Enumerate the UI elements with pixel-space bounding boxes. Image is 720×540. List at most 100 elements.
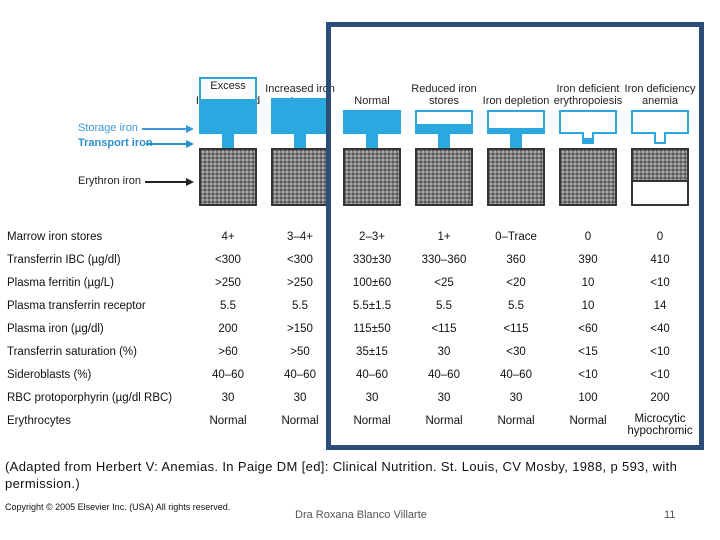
storage-iron-label: Storage iron <box>78 122 138 134</box>
table-cell: Normal <box>281 415 319 427</box>
table-cell: 5.5 <box>292 300 308 312</box>
table-cell: 115±50 <box>353 323 391 335</box>
table-cell: <25 <box>434 277 454 289</box>
storage-iron-box <box>415 110 473 134</box>
table-cell: 0 <box>656 231 664 243</box>
storage-iron-box <box>343 110 401 134</box>
transport-iron-stem <box>654 132 666 144</box>
erythron-iron-block <box>631 148 689 206</box>
erythron-iron-label: Erythron iron <box>78 175 141 187</box>
table-cell: Normal <box>497 415 535 427</box>
table-cell: 1+ <box>437 231 451 243</box>
table-cell: <115 <box>503 323 529 335</box>
column-label: Reduced iron stores <box>411 83 477 107</box>
table-cell: 10 <box>581 300 595 312</box>
row-label: Sideroblasts (%) <box>7 369 92 381</box>
table-cell: 30 <box>509 392 523 404</box>
copyright-notice: Copyright © 2005 Elsevier Inc. (USA) All… <box>5 502 231 512</box>
transport-iron-stem <box>366 134 378 148</box>
column-label: Normal <box>354 95 390 107</box>
transport-iron-arrow <box>146 143 187 145</box>
transport-iron-stem <box>438 134 450 148</box>
table-cell: >250 <box>215 277 241 289</box>
table-cell: >250 <box>287 277 313 289</box>
row-label: Transferrin IBC (µg/dl) <box>7 254 121 266</box>
table-cell: 30 <box>365 392 379 404</box>
table-cell: 0 <box>584 231 592 243</box>
table-cell: 200 <box>218 323 238 335</box>
table-cell: 40–60 <box>284 369 316 381</box>
table-cell: <15 <box>578 346 598 358</box>
storage-iron-arrowhead <box>186 125 194 133</box>
table-cell: <10 <box>650 369 670 381</box>
column-label: Iron deficient erythropoiesis <box>553 83 623 107</box>
table-cell: <300 <box>287 254 313 266</box>
table-cell: 330–360 <box>421 254 467 266</box>
table-cell: <60 <box>578 323 598 335</box>
table-cell: <30 <box>506 346 526 358</box>
row-label: Plasma iron (µg/dl) <box>7 323 104 335</box>
table-cell: 200 <box>650 392 670 404</box>
row-label: Marrow iron stores <box>7 231 103 243</box>
transport-iron-fill <box>584 137 592 142</box>
table-cell: 5.5 <box>436 300 452 312</box>
row-label: RBC protoporphyrin (µg/dl RBC) <box>7 392 173 404</box>
table-cell: 30 <box>293 392 307 404</box>
transport-iron-arrowhead <box>186 140 194 148</box>
table-cell: 40–60 <box>500 369 532 381</box>
erythron-iron-arrow <box>145 181 187 183</box>
table-cell: 5.5 <box>508 300 524 312</box>
table-cell: 3–4+ <box>287 231 313 243</box>
footer-author: Dra Roxana Blanco Villarte <box>295 509 427 521</box>
table-cell: Normal <box>209 415 247 427</box>
column-label: Iron depletion <box>482 95 550 107</box>
erythron-iron-arrowhead <box>186 178 194 186</box>
erythron-iron-block <box>199 148 257 206</box>
transport-iron-stem <box>294 134 306 148</box>
table-cell: 30 <box>437 346 451 358</box>
storage-iron-box: Excess <box>199 77 257 134</box>
table-cell: 40–60 <box>428 369 460 381</box>
table-cell: Normal <box>353 415 391 427</box>
table-cell: 0–Trace <box>495 231 537 243</box>
table-cell: Normal <box>569 415 607 427</box>
erythron-iron-block <box>487 148 545 206</box>
table-cell: 360 <box>506 254 526 266</box>
erythron-iron-block <box>271 148 329 206</box>
storage-iron-box <box>271 98 329 134</box>
storage-iron-arrow <box>142 128 187 130</box>
table-cell: 5.5 <box>220 300 236 312</box>
table-cell: <20 <box>506 277 526 289</box>
highlight-frame <box>326 22 704 450</box>
column-label: Iron deficiency anemia <box>624 83 696 107</box>
table-cell: 390 <box>578 254 598 266</box>
storage-box-text: Excess <box>210 80 246 92</box>
table-cell: 100 <box>578 392 598 404</box>
table-cell: Microcytic hypochromic <box>627 413 693 437</box>
storage-iron-fill <box>417 124 471 132</box>
table-cell: 10 <box>581 277 595 289</box>
transport-iron-stem <box>510 134 522 148</box>
storage-iron-fill <box>345 112 399 132</box>
table-cell: 330±30 <box>352 254 392 266</box>
table-cell: >150 <box>287 323 313 335</box>
storage-iron-fill <box>201 99 255 132</box>
table-cell: <10 <box>578 369 598 381</box>
row-label: Transferrin saturation (%) <box>7 346 137 358</box>
storage-iron-fill <box>489 128 543 132</box>
table-cell: 4+ <box>221 231 235 243</box>
storage-iron-fill <box>273 100 327 132</box>
row-label: Plasma ferritin (µg/L) <box>7 277 114 289</box>
table-cell: >50 <box>290 346 310 358</box>
erythron-empty-area <box>633 180 687 204</box>
erythron-iron-block <box>559 148 617 206</box>
table-cell: <40 <box>650 323 670 335</box>
table-cell: <10 <box>650 277 670 289</box>
erythron-iron-block <box>415 148 473 206</box>
transport-iron-stem <box>222 134 234 148</box>
source-caption: (Adapted from Herbert V: Anemias. In Pai… <box>5 459 678 491</box>
table-cell: 2–3+ <box>359 231 385 243</box>
table-cell: 35±15 <box>356 346 388 358</box>
storage-iron-box <box>487 110 545 134</box>
table-cell: <300 <box>215 254 241 266</box>
